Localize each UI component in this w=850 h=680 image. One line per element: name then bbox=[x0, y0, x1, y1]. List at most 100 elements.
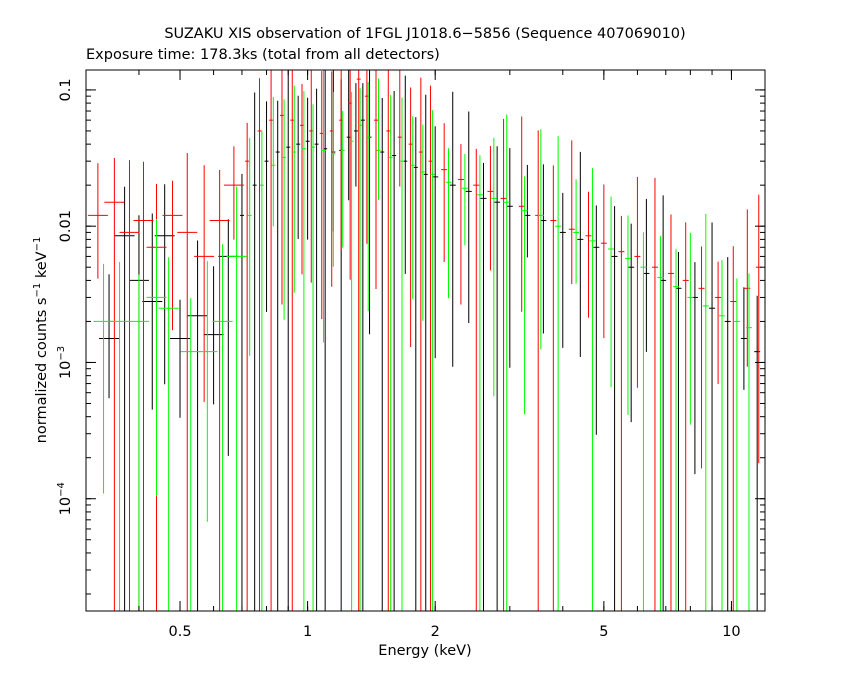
data-point bbox=[465, 111, 472, 323]
data-point bbox=[432, 126, 439, 359]
x-axis-label: Energy (keV) bbox=[378, 643, 471, 659]
data-point bbox=[109, 262, 130, 611]
data-point bbox=[99, 274, 120, 399]
data-point bbox=[709, 222, 716, 611]
data-point bbox=[170, 299, 191, 418]
data-point bbox=[154, 184, 175, 385]
data-point bbox=[476, 155, 483, 611]
data-point bbox=[540, 164, 547, 334]
data-point bbox=[296, 95, 301, 240]
series-0 bbox=[99, 70, 761, 611]
y-axis-label-sup-b: −1 bbox=[32, 237, 43, 252]
data-point bbox=[461, 153, 468, 246]
x-tick-label: 0.5 bbox=[168, 624, 191, 640]
data-point bbox=[420, 124, 425, 321]
data-point bbox=[209, 170, 230, 611]
data-point bbox=[718, 260, 725, 611]
data-point bbox=[400, 97, 405, 611]
data-point bbox=[194, 165, 215, 402]
data-point bbox=[430, 110, 435, 611]
data-point bbox=[366, 81, 371, 312]
data-point bbox=[275, 100, 280, 611]
data-point bbox=[360, 83, 365, 611]
data-point bbox=[374, 70, 379, 289]
data-point bbox=[687, 232, 694, 425]
data-point bbox=[212, 243, 233, 611]
data-point bbox=[628, 223, 635, 423]
data-point bbox=[301, 91, 306, 611]
data-point bbox=[660, 195, 667, 611]
data-point bbox=[128, 274, 149, 611]
data-point bbox=[724, 257, 731, 611]
data-point bbox=[331, 92, 336, 267]
data-point bbox=[573, 179, 580, 284]
data-point bbox=[314, 88, 319, 611]
data-point bbox=[643, 198, 650, 352]
data-point bbox=[715, 261, 722, 384]
data-point bbox=[226, 186, 247, 611]
data-point bbox=[162, 180, 183, 331]
y-tick-label: 0.01 bbox=[58, 210, 74, 242]
data-point bbox=[651, 177, 658, 611]
data-marks bbox=[87, 70, 762, 611]
y-axis-label: normalized counts s−1 keV−1 bbox=[32, 237, 50, 444]
data-point bbox=[506, 148, 513, 368]
data-point bbox=[197, 261, 218, 522]
data-point bbox=[537, 129, 544, 350]
data-point bbox=[418, 77, 423, 611]
data-point bbox=[410, 116, 415, 300]
data-point bbox=[380, 98, 385, 611]
data-point bbox=[340, 111, 345, 248]
data-point bbox=[114, 186, 135, 611]
data-point bbox=[600, 184, 607, 339]
data-point bbox=[353, 83, 358, 187]
data-point bbox=[133, 161, 154, 611]
data-point bbox=[503, 114, 510, 611]
data-point bbox=[518, 116, 525, 312]
data-point bbox=[269, 70, 274, 611]
data-point bbox=[555, 136, 562, 611]
data-point bbox=[559, 192, 566, 348]
data-point bbox=[624, 215, 631, 415]
data-point bbox=[146, 218, 167, 497]
data-point bbox=[634, 176, 641, 388]
series-2 bbox=[93, 70, 752, 611]
data-point bbox=[408, 87, 413, 347]
data-point bbox=[457, 144, 464, 305]
x-tick-label: 2 bbox=[431, 624, 440, 640]
data-point bbox=[356, 70, 361, 611]
chart-subtitle: Exposure time: 178.3ks (total from all d… bbox=[86, 47, 440, 63]
data-point bbox=[640, 232, 647, 611]
y-axis-label-sup-a: −1 bbox=[32, 283, 43, 298]
y-axis-label-part-a: normalized counts s bbox=[34, 298, 50, 444]
data-point bbox=[87, 163, 108, 279]
data-point bbox=[247, 137, 252, 356]
data-point bbox=[321, 70, 326, 343]
data-point bbox=[413, 117, 418, 611]
data-point bbox=[480, 162, 487, 611]
data-point bbox=[494, 146, 501, 611]
data-point bbox=[673, 249, 680, 611]
data-point bbox=[618, 215, 625, 611]
data-point bbox=[611, 206, 618, 611]
data-point bbox=[376, 78, 381, 200]
data-point bbox=[349, 91, 354, 611]
data-point bbox=[252, 92, 257, 611]
data-point bbox=[593, 205, 600, 435]
data-point bbox=[702, 214, 709, 611]
data-point bbox=[104, 158, 125, 611]
chart-title: SUZAKU XIS observation of 1FGL J1018.6−5… bbox=[164, 26, 685, 42]
data-point bbox=[279, 70, 284, 305]
data-point bbox=[259, 130, 264, 611]
data-point bbox=[177, 153, 198, 611]
data-point bbox=[524, 164, 531, 258]
data-point bbox=[745, 273, 752, 611]
data-point bbox=[292, 85, 297, 293]
data-point bbox=[577, 151, 584, 357]
data-point bbox=[257, 78, 262, 611]
data-point bbox=[608, 196, 615, 388]
data-point bbox=[282, 99, 287, 320]
data-point bbox=[589, 168, 596, 611]
